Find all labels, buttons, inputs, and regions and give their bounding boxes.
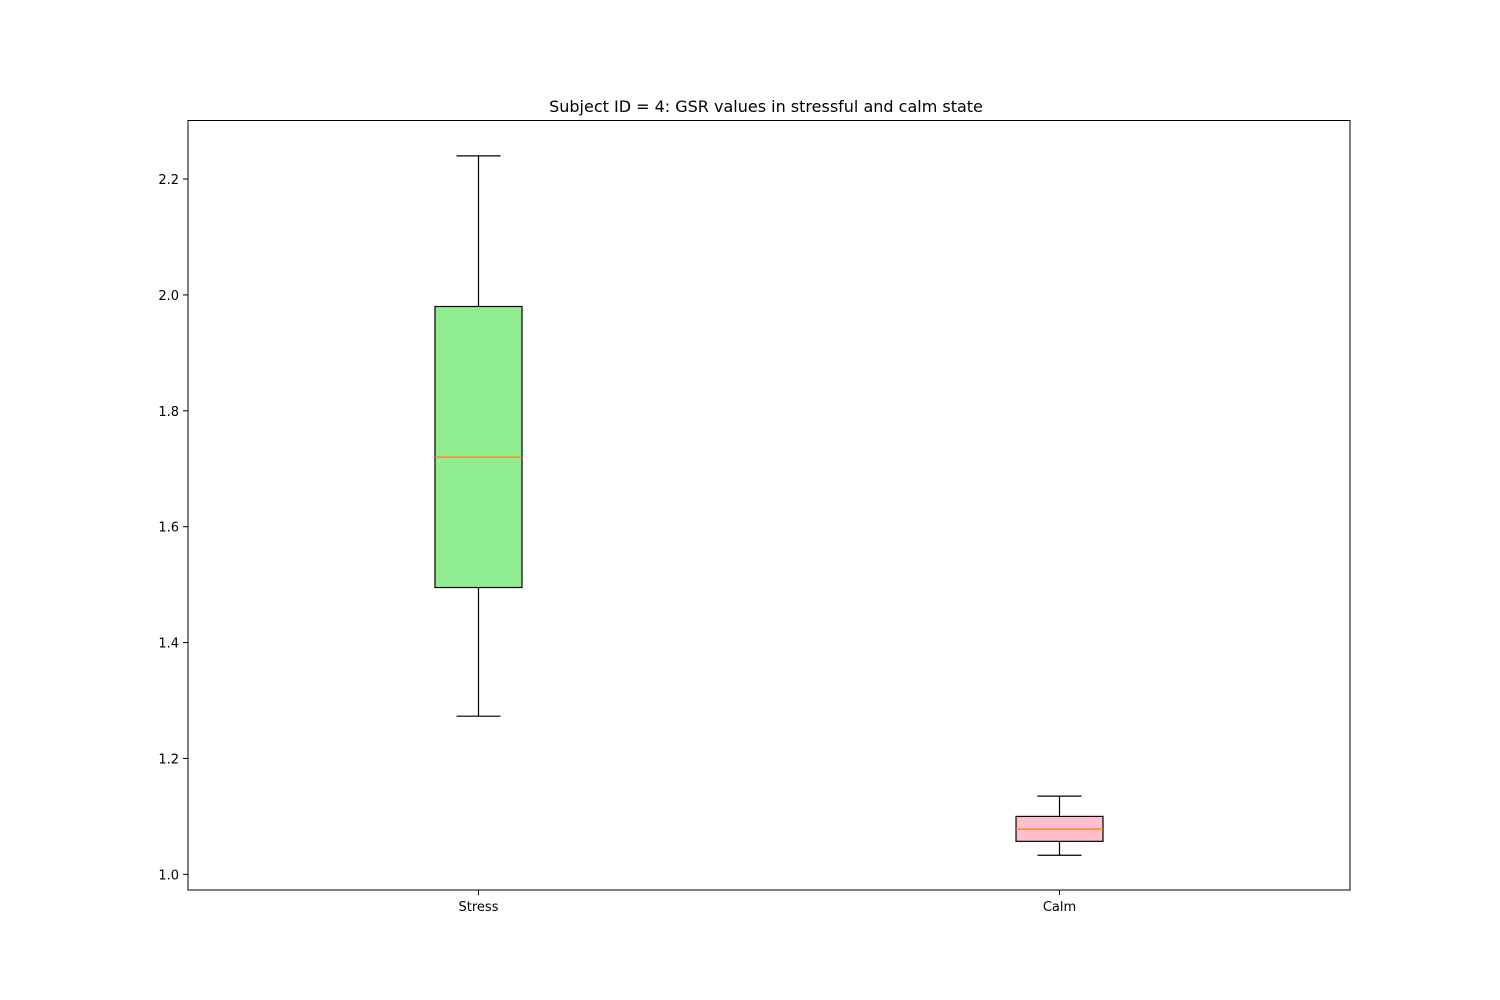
y-tick-label: 1.6 [158, 521, 179, 536]
y-tick-label: 1.8 [158, 405, 179, 420]
plot-area: 1.0 1.2 1.4 1.6 1.8 2.0 2.2 Stress Calm [158, 155, 1104, 915]
axes-frame [187, 120, 1351, 891]
x-tick-label: Calm [1043, 900, 1076, 915]
x-tick-label: Stress [459, 900, 499, 915]
y-tick-label: 1.0 [158, 868, 179, 883]
y-tick-label: 2.2 [158, 173, 179, 188]
y-tick-label: 1.2 [158, 752, 179, 767]
y-tick-label: 1.4 [158, 637, 179, 652]
chart-title: Subject ID = 4: GSR values in stressful … [549, 97, 983, 116]
box-stress [434, 305, 523, 589]
y-tick-label: 2.0 [158, 289, 179, 304]
